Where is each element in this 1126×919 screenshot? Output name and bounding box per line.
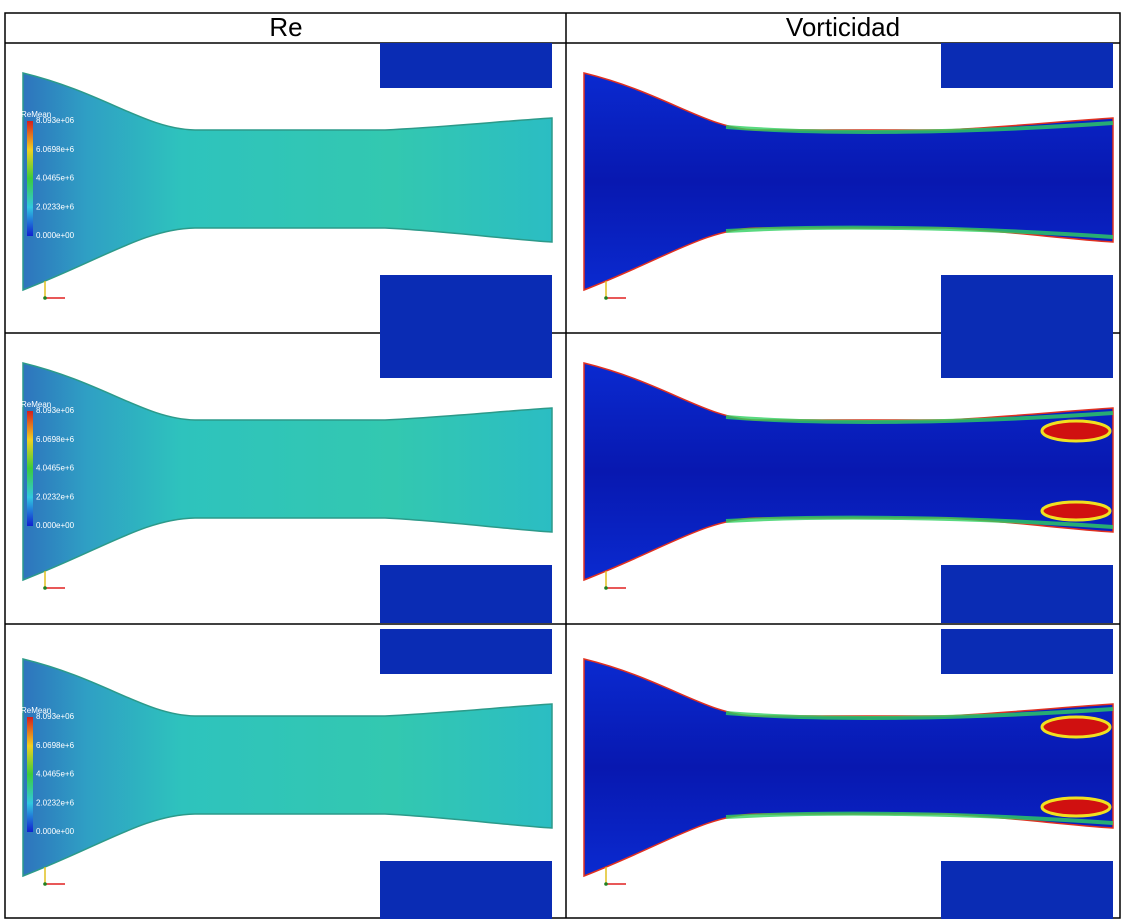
vort-cell: [584, 43, 1113, 333]
vort-cell: [584, 629, 1113, 919]
flow-field: [23, 73, 552, 290]
color-bar: [27, 411, 33, 526]
flow-field: [23, 363, 552, 580]
legend-label: 0.000e+00: [36, 521, 75, 530]
legend-label: 4.0465e+6: [36, 464, 75, 473]
block: [941, 861, 1113, 919]
axis-triad: [43, 296, 47, 300]
legend-label: 0.000e+00: [36, 827, 75, 836]
legend-label: 0.000e+00: [36, 231, 75, 240]
block: [941, 43, 1113, 88]
block: [380, 565, 552, 623]
legend-label: 4.0465e+6: [36, 174, 75, 183]
block: [941, 565, 1113, 623]
block: [941, 629, 1113, 674]
legend-label: 8.093e+06: [36, 406, 75, 415]
legend-label: 2.0232e+6: [36, 798, 75, 807]
color-bar: [27, 717, 33, 832]
re-cell: ReMean8.093e+066.0698e+64.0465e+62.0232e…: [21, 333, 552, 623]
re-cell: ReMean8.093e+066.0698e+64.0465e+62.0233e…: [21, 43, 552, 333]
vortex: [1042, 798, 1110, 816]
legend-label: 6.0698e+6: [36, 145, 75, 154]
legend-label: 6.0698e+6: [36, 741, 75, 750]
color-bar: [27, 121, 33, 236]
column-header: Re: [269, 12, 302, 42]
flow-field: [584, 659, 1113, 876]
block: [941, 333, 1113, 378]
column-header: Vorticidad: [786, 12, 900, 42]
axis-triad: [43, 586, 47, 590]
block: [941, 275, 1113, 333]
axis-triad: [604, 882, 608, 886]
vortex: [1042, 421, 1110, 441]
block: [380, 43, 552, 88]
block: [380, 333, 552, 378]
flow-field: [584, 73, 1113, 290]
block: [380, 861, 552, 919]
legend-label: 4.0465e+6: [36, 770, 75, 779]
axis-triad: [604, 296, 608, 300]
page: Re Vorticidad ReMean8.093e+066.0698e+64.…: [0, 0, 1126, 919]
axis-triad: [43, 882, 47, 886]
flow-field: [584, 363, 1113, 580]
flow-field: [23, 659, 552, 876]
legend-label: 8.093e+06: [36, 116, 75, 125]
legend-label: 2.0233e+6: [36, 202, 75, 211]
vort-cell: [584, 333, 1113, 623]
re-cell: ReMean8.093e+066.0698e+64.0465e+62.0232e…: [21, 629, 552, 919]
axis-triad: [604, 586, 608, 590]
legend-label: 6.0698e+6: [36, 435, 75, 444]
legend-label: 8.093e+06: [36, 712, 75, 721]
block: [380, 275, 552, 333]
legend-label: 2.0232e+6: [36, 492, 75, 501]
vortex: [1042, 502, 1110, 520]
vortex: [1042, 717, 1110, 737]
block: [380, 629, 552, 674]
